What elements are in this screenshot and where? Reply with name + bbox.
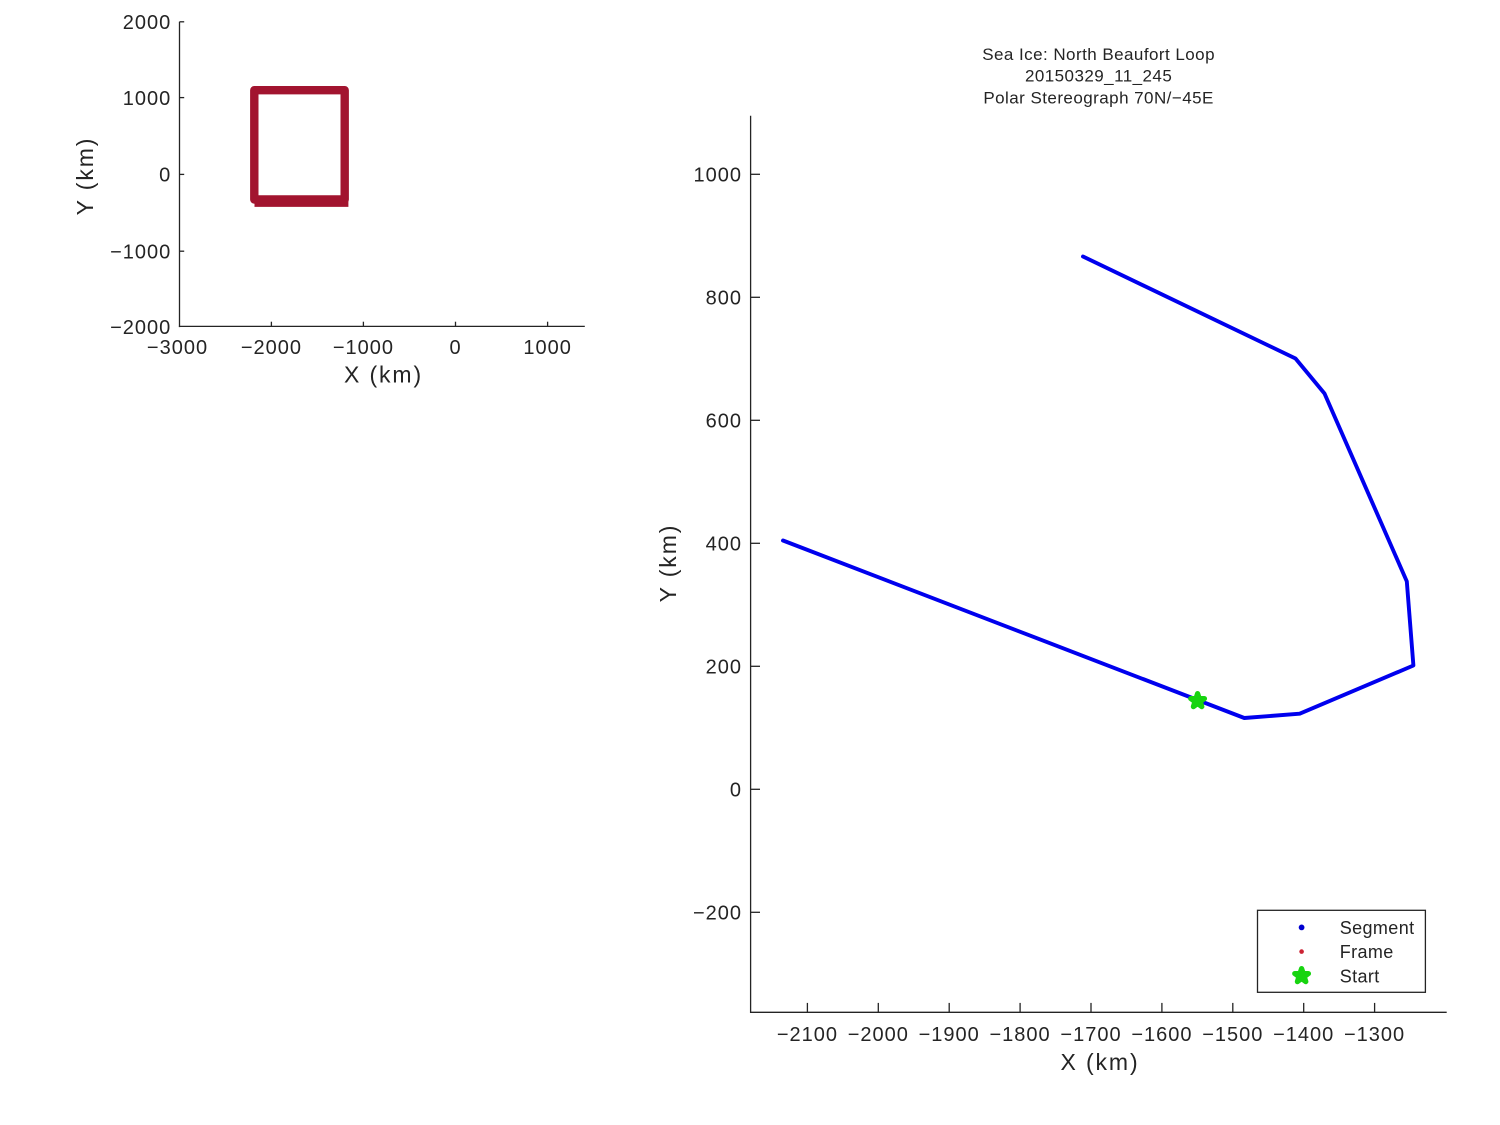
svg-text:Segment: Segment — [1340, 918, 1415, 938]
svg-text:−2000: −2000 — [241, 337, 302, 359]
svg-text:0: 0 — [159, 165, 171, 187]
svg-text:−1400: −1400 — [1273, 1024, 1334, 1046]
svg-text:−1000: −1000 — [110, 241, 171, 263]
svg-text:1000: 1000 — [523, 337, 572, 359]
svg-text:Frame: Frame — [1340, 942, 1394, 962]
svg-text:X (km): X (km) — [344, 362, 423, 388]
svg-text:0: 0 — [730, 780, 742, 802]
svg-text:−1800: −1800 — [990, 1024, 1051, 1046]
svg-text:1000: 1000 — [694, 165, 743, 187]
svg-text:2000: 2000 — [123, 12, 172, 34]
svg-text:−1600: −1600 — [1131, 1024, 1192, 1046]
svg-text:−1900: −1900 — [919, 1024, 980, 1046]
svg-text:20150329_11_245: 20150329_11_245 — [1025, 67, 1172, 86]
svg-text:Y (km): Y (km) — [655, 524, 681, 603]
svg-text:Sea Ice: North Beaufort Loop: Sea Ice: North Beaufort Loop — [982, 45, 1215, 64]
svg-text:X (km): X (km) — [1060, 1049, 1139, 1075]
svg-text:−2000: −2000 — [110, 317, 171, 339]
svg-text:−200: −200 — [693, 903, 742, 925]
svg-text:0: 0 — [449, 337, 461, 359]
svg-text:1000: 1000 — [123, 88, 172, 110]
svg-text:−3000: −3000 — [147, 337, 208, 359]
svg-text:−1300: −1300 — [1344, 1024, 1405, 1046]
svg-text:−1500: −1500 — [1202, 1024, 1263, 1046]
svg-text:−1700: −1700 — [1060, 1024, 1121, 1046]
svg-text:600: 600 — [706, 411, 742, 433]
svg-text:−2000: −2000 — [848, 1024, 909, 1046]
svg-text:Y (km): Y (km) — [72, 137, 98, 216]
svg-text:−1000: −1000 — [333, 337, 394, 359]
svg-text:−2100: −2100 — [777, 1024, 838, 1046]
svg-text:200: 200 — [706, 657, 742, 679]
svg-text:Polar Stereograph 70N/−45E: Polar Stereograph 70N/−45E — [983, 88, 1213, 107]
svg-text:Start: Start — [1340, 966, 1380, 986]
svg-text:400: 400 — [706, 534, 742, 556]
svg-text:800: 800 — [706, 288, 742, 310]
